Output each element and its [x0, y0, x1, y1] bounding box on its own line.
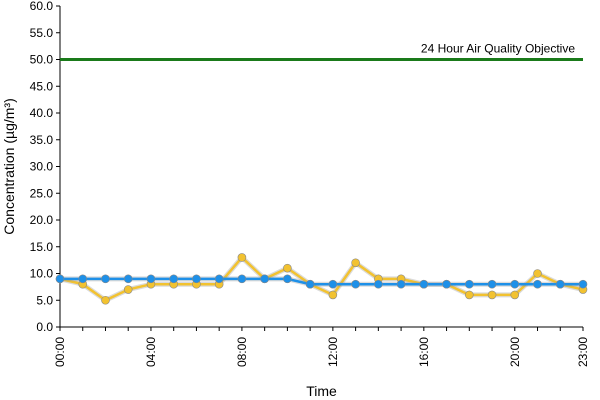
series-point — [533, 279, 542, 289]
objective-label: 24 Hour Air Quality Objective — [421, 42, 575, 56]
series-point — [351, 258, 360, 268]
series-point — [487, 290, 497, 300]
y-tick-label: 25.0 — [30, 186, 54, 200]
y-axis-title: Concentration (µg/m³) — [1, 98, 17, 234]
series-point — [487, 279, 497, 289]
y-tick-label: 55.0 — [30, 26, 54, 40]
y-tick-label: 30.0 — [30, 160, 54, 174]
y-tick-label: 40.0 — [30, 106, 54, 120]
series-point — [328, 279, 338, 289]
series-line — [60, 277, 583, 286]
series-point — [237, 274, 247, 284]
series-point — [123, 285, 133, 294]
x-axis-ticks: 00:00 04:00 08:00 12:00 16:00 20:00 23:00 — [53, 327, 590, 367]
series-point — [55, 274, 65, 284]
series-2 — [55, 274, 588, 289]
x-tick-label: 12:00 — [326, 337, 340, 367]
series-point — [351, 279, 360, 289]
series-point — [283, 274, 292, 284]
series-point — [442, 279, 451, 289]
series-point — [374, 279, 383, 289]
series-point — [146, 274, 156, 284]
series-point — [465, 290, 474, 300]
series-point — [214, 274, 224, 284]
series-point — [510, 279, 520, 289]
x-tick-label: 04:00 — [144, 337, 158, 367]
series-point — [169, 274, 178, 284]
y-axis-ticks: 0.0 5.0 10.0 15.0 20.0 25.0 30.0 35.0 40.0 45.0 50… — [30, 0, 60, 334]
series-point — [192, 274, 201, 284]
y-tick-label: 20.0 — [30, 213, 54, 227]
series-point — [396, 279, 406, 289]
x-tick-label: 08:00 — [235, 337, 249, 367]
series-point — [465, 279, 474, 289]
y-tick-label: 35.0 — [30, 133, 54, 147]
series-point — [123, 274, 133, 284]
y-tick-label: 10.0 — [30, 267, 54, 281]
series-point — [260, 274, 269, 284]
series-point — [419, 279, 429, 289]
series-group — [55, 253, 588, 305]
series-point — [101, 274, 110, 284]
y-tick-label: 15.0 — [30, 240, 54, 254]
y-tick-label: 5.0 — [36, 293, 53, 307]
series-point — [101, 295, 110, 305]
y-tick-label: 60.0 — [30, 0, 54, 13]
series-point — [328, 290, 338, 300]
x-tick-label: 00:00 — [53, 337, 67, 367]
x-tick-label: 20:00 — [508, 337, 522, 367]
series-point — [283, 263, 292, 273]
series-point — [578, 279, 588, 289]
series-point — [78, 274, 88, 284]
series-point — [555, 279, 565, 289]
series-point — [533, 269, 542, 278]
series-point — [305, 279, 315, 289]
y-tick-label: 50.0 — [30, 53, 54, 67]
y-tick-label: 0.0 — [36, 320, 53, 334]
x-axis-title: Time — [306, 383, 337, 399]
series-point — [510, 290, 520, 300]
x-tick-label: 16:00 — [417, 337, 431, 367]
series-point — [237, 253, 247, 262]
x-tick-label: 23:00 — [576, 337, 590, 367]
y-tick-label: 45.0 — [30, 79, 54, 93]
